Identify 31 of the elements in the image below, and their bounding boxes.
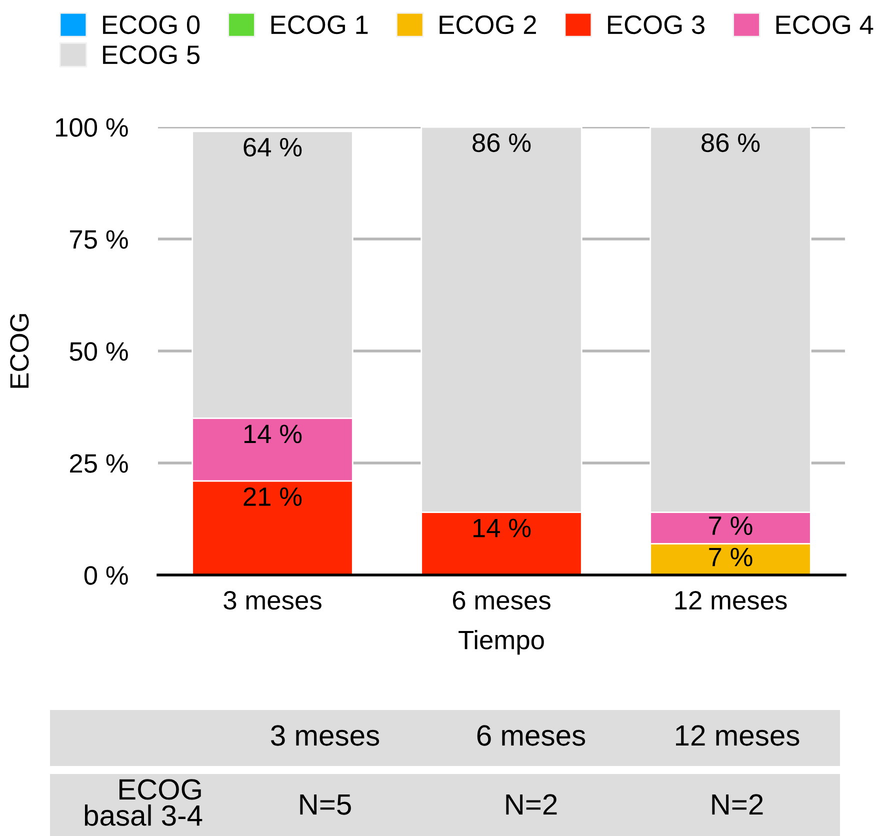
data-label: 14 % bbox=[473, 518, 531, 538]
y-tick-label: 25 % bbox=[70, 454, 128, 473]
legend-label: ECOG 5 bbox=[103, 45, 200, 64]
text: N=5 bbox=[300, 794, 351, 815]
text: N=2 bbox=[506, 794, 557, 815]
y-tick-label: 0 % bbox=[84, 566, 128, 585]
legend-label: ECOG 4 bbox=[776, 15, 874, 34]
x-tick-label: 12 meses bbox=[675, 590, 787, 610]
data-label: 86 % bbox=[702, 133, 760, 152]
legend-label: ECOG 3 bbox=[608, 15, 704, 34]
legend-label: ECOG 2 bbox=[440, 15, 536, 34]
legend-label: ECOG 0 bbox=[103, 15, 200, 34]
y-tick-label: 50 % bbox=[70, 342, 128, 361]
x-axis-title: Tiempo bbox=[458, 630, 544, 655]
text: N=2 bbox=[712, 794, 763, 815]
text: ECOG basal 3-4 bbox=[84, 779, 202, 826]
y-axis-title: ECOG bbox=[10, 314, 29, 388]
category-label: 3 meses bbox=[271, 725, 380, 746]
y-tick-label: 100 % bbox=[56, 118, 128, 137]
x-tick-label: 3 meses bbox=[224, 590, 322, 610]
category-label: 12 meses bbox=[676, 725, 800, 746]
y-tick-label: 75 % bbox=[70, 230, 128, 249]
legend-label: ECOG 1 bbox=[271, 15, 368, 34]
data-label: 7 % bbox=[709, 548, 752, 566]
data-label: 86 % bbox=[472, 133, 531, 152]
x-tick-label: 6 meses bbox=[452, 590, 550, 610]
data-label: 7 % bbox=[709, 516, 752, 535]
category-label: 6 meses bbox=[477, 725, 586, 746]
data-label: 64 % bbox=[244, 138, 302, 157]
data-label: 14 % bbox=[244, 424, 302, 444]
data-label: 21 % bbox=[244, 487, 302, 506]
